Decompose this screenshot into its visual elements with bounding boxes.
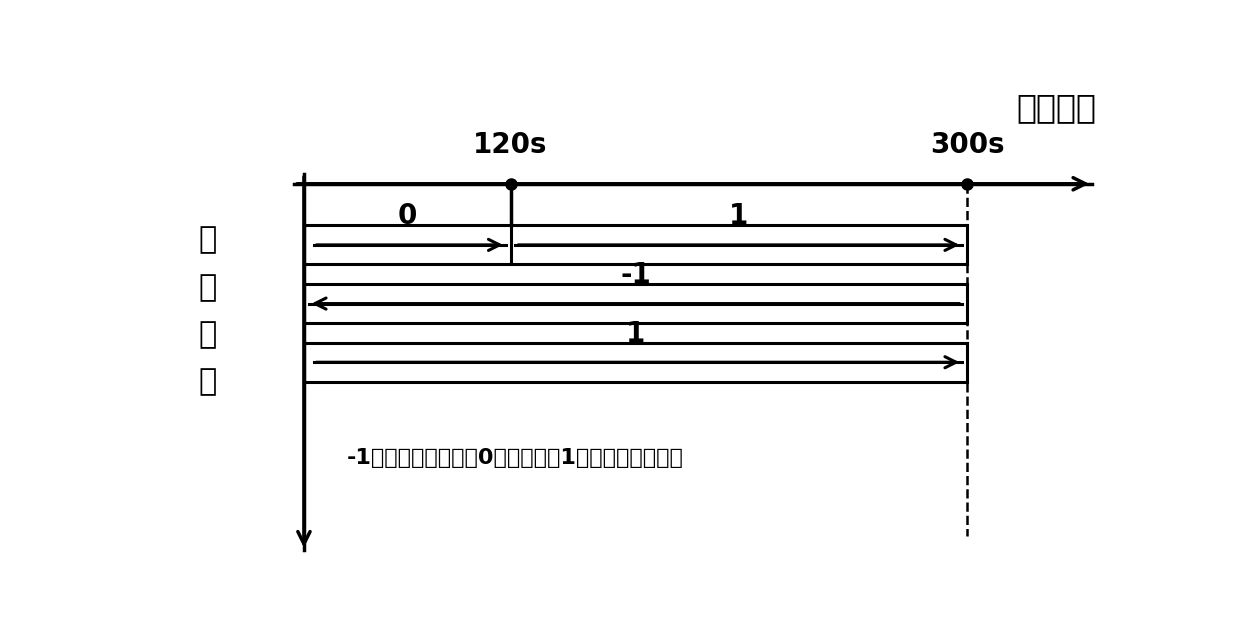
Text: -1: -1 bbox=[620, 261, 651, 289]
Text: 对
准
流
程: 对 准 流 程 bbox=[198, 225, 217, 396]
Text: 1: 1 bbox=[626, 319, 645, 347]
Text: 对准时间: 对准时间 bbox=[1017, 91, 1096, 124]
Text: -1：反向滤波对准；0：粗对准；1：正向滤波对准；: -1：反向滤波对准；0：粗对准；1：正向滤波对准； bbox=[347, 448, 684, 467]
Text: 120s: 120s bbox=[474, 131, 548, 159]
Text: 300s: 300s bbox=[930, 131, 1004, 159]
Text: 0: 0 bbox=[398, 202, 417, 231]
Text: 1: 1 bbox=[729, 202, 749, 231]
